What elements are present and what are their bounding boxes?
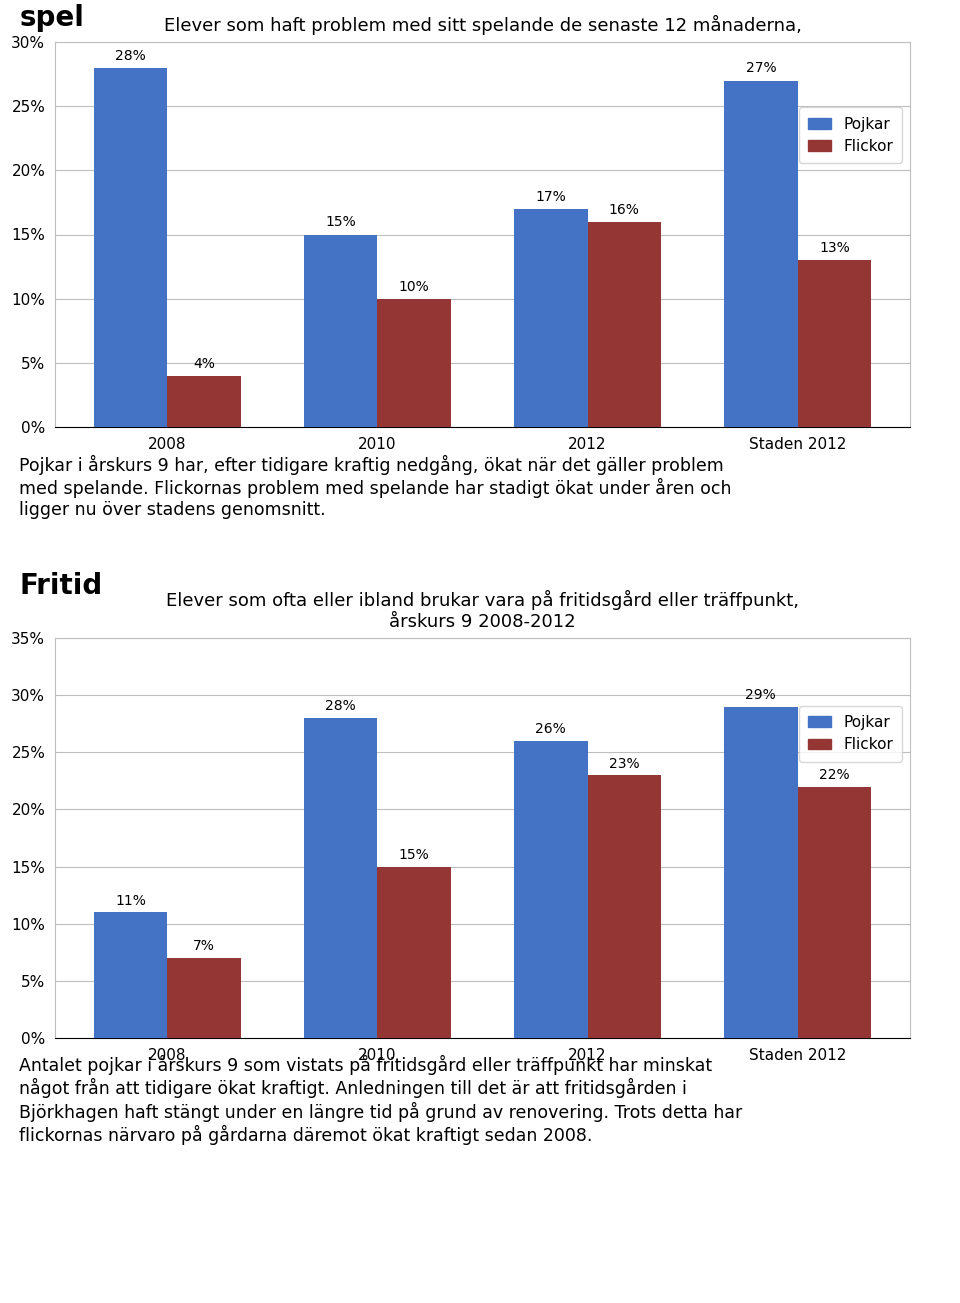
Text: 15%: 15% (398, 848, 430, 863)
Text: 13%: 13% (819, 241, 850, 255)
Bar (798, 261, 871, 427)
Bar (167, 958, 241, 1038)
Bar (94, 68, 167, 427)
Legend: Pojkar, Flickor: Pojkar, Flickor (799, 107, 902, 163)
Bar (304, 718, 377, 1038)
Text: 16%: 16% (609, 202, 639, 216)
Title: Elever som haft problem med sitt spelande de senaste 12 månaderna,: Elever som haft problem med sitt speland… (163, 14, 802, 35)
Text: 11%: 11% (115, 894, 146, 908)
Text: 4%: 4% (193, 357, 215, 370)
Bar (514, 741, 588, 1038)
Text: 29%: 29% (746, 688, 777, 702)
Bar (167, 375, 241, 427)
Bar (588, 222, 661, 427)
Text: Fritid: Fritid (19, 572, 103, 599)
Bar (377, 866, 451, 1038)
Title: Elever som ofta eller ibland brukar vara på fritidsgård eller träffpunkt,
årskur: Elever som ofta eller ibland brukar vara… (166, 590, 799, 631)
Text: 27%: 27% (746, 61, 777, 76)
Bar (377, 298, 451, 427)
Text: 15%: 15% (325, 215, 356, 229)
Text: 10%: 10% (398, 280, 430, 293)
Text: 28%: 28% (325, 700, 356, 714)
Text: 17%: 17% (536, 190, 566, 203)
Text: spel: spel (19, 4, 84, 33)
Text: 26%: 26% (536, 722, 566, 736)
Bar (304, 235, 377, 427)
Bar (798, 787, 871, 1038)
Bar (724, 706, 798, 1038)
Bar (724, 81, 798, 427)
Text: 28%: 28% (115, 48, 146, 63)
Text: Antalet pojkar i årskurs 9 som vistats på fritidsgård eller träffpunkt har minsk: Antalet pojkar i årskurs 9 som vistats p… (19, 1055, 742, 1145)
Bar (514, 208, 588, 427)
Bar (588, 775, 661, 1038)
Text: 22%: 22% (819, 767, 850, 782)
Bar (94, 912, 167, 1038)
Text: 23%: 23% (609, 757, 639, 770)
Text: Pojkar i årskurs 9 har, efter tidigare kraftig nedgång, ökat när det gäller prob: Pojkar i årskurs 9 har, efter tidigare k… (19, 455, 732, 519)
Legend: Pojkar, Flickor: Pojkar, Flickor (799, 706, 902, 762)
Text: 7%: 7% (193, 939, 215, 954)
